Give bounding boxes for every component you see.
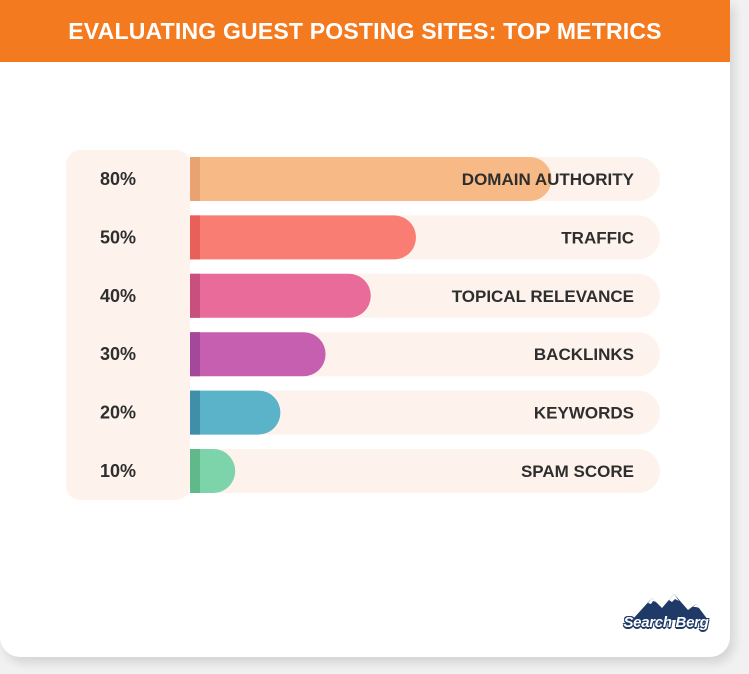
category-label: TRAFFIC (561, 228, 634, 247)
bar (190, 215, 417, 260)
value-label: 30% (100, 344, 136, 364)
category-label: DOMAIN AUTHORITY (462, 170, 635, 189)
bar (190, 273, 371, 318)
bar-accent (190, 157, 200, 201)
value-label: 20% (100, 403, 136, 423)
infographic-card: EVALUATING GUEST POSTING SITES: TOP METR… (0, 0, 730, 657)
bar-accent (190, 449, 200, 493)
mountain-icon (632, 594, 708, 620)
page-title: EVALUATING GUEST POSTING SITES: TOP METR… (68, 17, 662, 44)
bar-track (190, 390, 660, 435)
bar-accent (190, 273, 200, 318)
bar (190, 157, 552, 201)
value-label: 40% (100, 286, 136, 306)
search-berg-logo: Search Berg (618, 592, 714, 636)
category-label: BACKLINKS (534, 345, 634, 364)
value-label: 50% (100, 227, 136, 247)
metrics-bar-chart: 80% DOMAIN AUTHORITY 50% TRAFFIC 40% TOPICAL … (100, 157, 660, 493)
bar-track (190, 449, 660, 493)
category-label: TOPICAL RELEVANCE (452, 287, 634, 306)
value-label: 10% (100, 461, 136, 481)
bar-accent (190, 332, 200, 377)
category-label: SPAM SCORE (521, 462, 634, 481)
percent-column-panel (66, 150, 190, 500)
bar-accent (190, 390, 200, 435)
bar (190, 332, 326, 377)
value-label: 80% (100, 169, 136, 189)
header-banner: EVALUATING GUEST POSTING SITES: TOP METR… (0, 0, 730, 62)
logo-text: Search Berg (623, 614, 709, 631)
category-label: KEYWORDS (534, 404, 634, 423)
bar-accent (190, 215, 200, 260)
bar (190, 449, 236, 493)
bar (190, 390, 281, 435)
